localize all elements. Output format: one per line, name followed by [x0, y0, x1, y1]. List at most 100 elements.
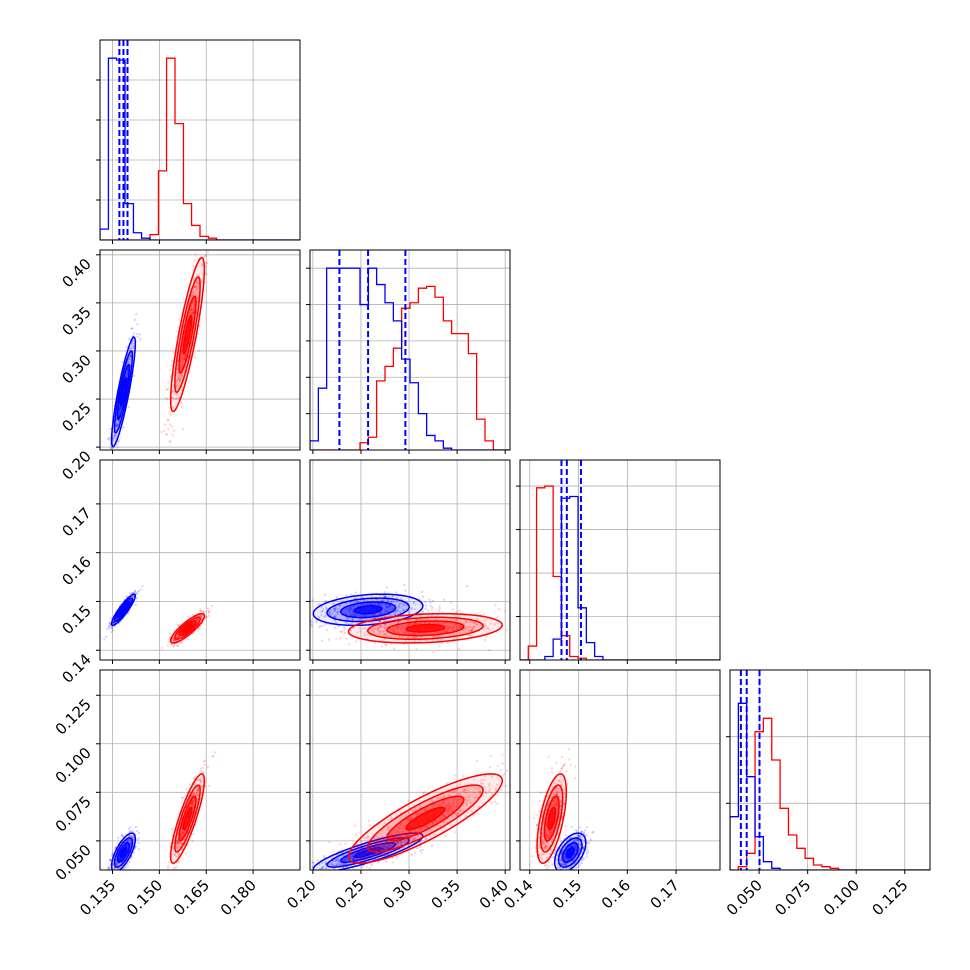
- sample-point: [421, 848, 424, 852]
- sample-point: [200, 210, 202, 212]
- sample-point: [113, 621, 116, 624]
- sample-point: [187, 637, 190, 641]
- sample-point: [501, 762, 504, 765]
- sample-point: [403, 841, 406, 845]
- sample-point: [353, 613, 356, 616]
- sample-point: [120, 834, 123, 838]
- sample-point: [319, 878, 321, 880]
- sample-point: [422, 610, 425, 614]
- sample-point: [194, 775, 197, 778]
- sample-point: [120, 876, 122, 878]
- sample-point: [467, 629, 470, 632]
- sample-point: [106, 627, 109, 631]
- sample-point: [136, 838, 139, 841]
- sample-point: [133, 590, 137, 593]
- sample-point: [195, 788, 198, 791]
- sample-point: [196, 793, 199, 796]
- sample-point: [332, 615, 335, 618]
- sample-point: [176, 644, 179, 647]
- sample-point: [403, 632, 407, 635]
- sample-point: [318, 867, 322, 870]
- sample-point: [168, 412, 171, 415]
- sample-point: [419, 841, 422, 844]
- sample-point: [109, 858, 112, 861]
- sample-point: [379, 602, 382, 606]
- sample-point: [385, 643, 388, 646]
- sample-point: [349, 607, 352, 610]
- sample-point: [442, 598, 446, 602]
- sample-point: [176, 384, 179, 387]
- sample-point: [498, 608, 501, 611]
- sample-point: [463, 629, 466, 632]
- sample-point: [182, 355, 185, 358]
- sample-point: [166, 398, 169, 401]
- sample-point: [111, 853, 114, 856]
- blue-contour-line: [119, 846, 128, 859]
- sample-point: [176, 842, 179, 845]
- sample-point: [204, 616, 207, 619]
- sample-point: [337, 611, 340, 614]
- sample-point: [199, 608, 202, 611]
- sample-point: [192, 798, 195, 801]
- sample-point: [475, 623, 478, 626]
- sample-point: [203, 759, 206, 762]
- sample-point: [464, 626, 467, 629]
- sample-point: [115, 872, 117, 874]
- sample-point: [386, 828, 389, 831]
- sample-point: [412, 601, 415, 604]
- sample-point: [395, 606, 399, 609]
- sample-point: [183, 354, 186, 357]
- sample-point: [332, 864, 335, 867]
- sample-point: [112, 436, 115, 439]
- sample-point: [321, 867, 324, 870]
- sample-point: [200, 617, 203, 620]
- sample-point: [204, 254, 207, 257]
- sample-point: [415, 618, 418, 622]
- sample-point: [110, 626, 113, 629]
- sample-point: [352, 617, 355, 620]
- red-contour-line: [178, 295, 197, 374]
- sample-point: [181, 363, 184, 366]
- sample-point: [379, 842, 382, 845]
- sample-point: [380, 645, 384, 648]
- sample-point: [168, 440, 171, 444]
- sample-point: [411, 839, 414, 842]
- sample-point: [333, 607, 336, 611]
- sample-point: [196, 788, 200, 791]
- sample-point: [446, 641, 449, 644]
- sample-point: [339, 863, 342, 867]
- sample-point: [438, 645, 441, 648]
- sample-point: [349, 614, 352, 617]
- sample-point: [312, 875, 314, 877]
- sample-point: [330, 871, 332, 873]
- sample-point: [324, 600, 327, 603]
- sample-point: [323, 854, 326, 858]
- sample-point: [197, 349, 201, 352]
- sample-point: [124, 374, 128, 377]
- sample-point: [407, 623, 410, 626]
- sample-point: [391, 595, 394, 598]
- sample-point: [438, 804, 441, 808]
- sample-point: [482, 613, 485, 616]
- sample-point: [387, 610, 390, 613]
- sample-point: [459, 625, 463, 628]
- sample-point: [328, 610, 331, 613]
- sample-point: [473, 622, 477, 625]
- sample-point: [333, 607, 337, 610]
- sample-point: [179, 833, 183, 836]
- sample-point: [180, 830, 183, 833]
- red-contour-line: [169, 773, 206, 864]
- sample-point: [178, 378, 182, 381]
- sample-point: [175, 393, 179, 396]
- sample-point: [370, 864, 374, 867]
- sample-point: [351, 858, 354, 861]
- sample-point: [458, 615, 461, 618]
- sample-point: [347, 606, 351, 609]
- sample-point: [385, 625, 389, 628]
- sample-point: [195, 274, 199, 277]
- sample-point: [385, 605, 388, 608]
- sample-point: [131, 595, 135, 598]
- sample-point: [126, 839, 129, 842]
- sample-point: [399, 598, 403, 601]
- sample-point: [447, 627, 451, 630]
